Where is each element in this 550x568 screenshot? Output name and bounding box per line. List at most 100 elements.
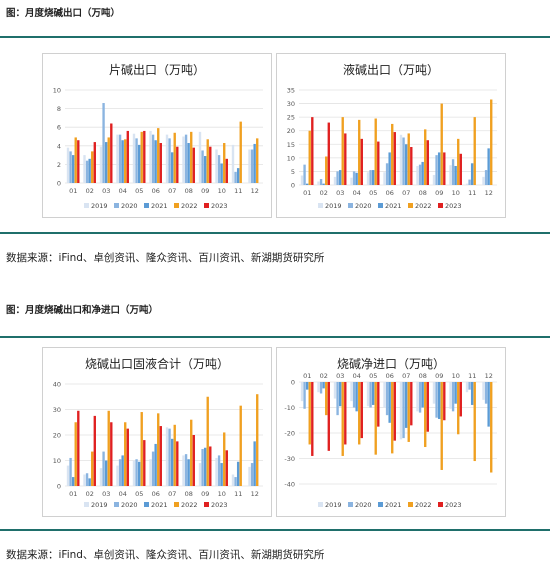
x-tick-label: 03: [336, 372, 344, 380]
legend-swatch-2022: [174, 203, 179, 208]
bar-2021-12: [487, 148, 490, 185]
bar-2020-05: [369, 382, 372, 408]
bar-2021-09: [437, 152, 441, 185]
bar-2020-12: [484, 382, 488, 404]
x-tick-label: 08: [185, 187, 193, 195]
legend-label-2019: 2019: [91, 202, 108, 210]
bar-2022-01: [74, 422, 77, 486]
legend-swatch-2023: [204, 502, 209, 507]
bar-2021-07: [170, 152, 174, 183]
chart-title: 液碱出口（万吨）: [343, 62, 439, 77]
y-tick-label: -10: [284, 404, 295, 412]
bar-2021-06: [154, 443, 157, 486]
legend-label-2020: 2020: [355, 501, 372, 509]
bar-2022-06: [391, 123, 394, 185]
y-tick-label: 2: [57, 161, 61, 169]
legend-label-2021: 2021: [151, 202, 168, 210]
figure-title-1: 图：月度烧碱出口（万吨）: [6, 8, 121, 19]
x-tick-label: 08: [419, 189, 427, 197]
bar-2021-09: [437, 382, 441, 419]
total-export-chart: 烧碱出口固液合计（万吨） 0 10 20 30 40 01 02 03 04 05 06 07 08 09 1…: [53, 356, 263, 509]
bar-2021-08: [187, 459, 190, 486]
legend-swatch-2019: [84, 203, 89, 208]
bar-2022-12: [490, 382, 493, 473]
bar-2019-01: [66, 147, 70, 183]
bar-2021-06: [388, 382, 391, 423]
data-source-2: 数据来源：iFind、卓创资讯、隆众资讯、百川资讯、新湖期货研究所: [6, 549, 325, 561]
legend-swatch-2022: [408, 502, 413, 507]
bar-2020-09: [435, 382, 438, 418]
x-tick-label: 04: [119, 187, 127, 195]
bar-2021-12: [253, 441, 256, 487]
bar-2019-07: [165, 134, 169, 183]
bar-2023-07: [176, 441, 179, 487]
x-tick-label: 11: [468, 372, 476, 380]
bar-2020-04: [352, 171, 356, 185]
bar-2020-07: [168, 428, 171, 487]
bar-2023-06: [393, 132, 396, 185]
x-tick-label: 10: [218, 187, 226, 195]
bar-2023-01: [311, 117, 314, 185]
x-tick-label: 01: [69, 187, 77, 195]
bar-2019-03: [333, 176, 337, 185]
bar-2020-04: [118, 134, 122, 183]
bar-2022-03: [107, 410, 110, 486]
bar-2023-10: [225, 450, 228, 486]
bar-2020-12: [250, 463, 254, 486]
bar-2021-03: [338, 170, 342, 185]
legend-label-2019: 2019: [91, 501, 108, 509]
bar-2022-05: [140, 131, 143, 183]
bar-2022-02: [91, 151, 94, 183]
bar-2019-09: [432, 382, 436, 404]
bar-2021-02: [88, 478, 91, 486]
bar-2020-10: [451, 382, 455, 412]
y-tick-label: 0: [57, 180, 61, 188]
x-tick-label: 09: [201, 187, 209, 195]
figure-title-2: 图：月度烧碱出口和净进口（万吨）: [6, 305, 159, 316]
bar-2023-01: [311, 382, 314, 456]
bar-2021-08: [421, 382, 424, 408]
bar-2023-08: [192, 435, 195, 486]
bar-2019-04: [116, 465, 119, 486]
bar-2021-05: [137, 461, 141, 486]
chart-panel-total: 烧碱出口固液合计（万吨） 0 10 20 30 40 01 02 03 04 05 06 07 08 09 1…: [42, 347, 272, 517]
bar-2022-12: [256, 394, 259, 486]
bar-2021-04: [355, 382, 358, 412]
x-tick-label: 11: [468, 189, 476, 197]
y-tick-label: 6: [57, 124, 61, 132]
bar-2019-06: [383, 172, 386, 185]
chart-title: 片碱出口（万吨）: [109, 63, 205, 77]
chart-title: 烧碱出口固液合计（万吨）: [85, 356, 229, 371]
bar-2020-06: [385, 163, 389, 185]
bar-2021-02: [322, 183, 325, 185]
bar-2020-03: [336, 171, 339, 185]
bar-2019-09: [198, 463, 202, 486]
bar-2019-11: [231, 474, 235, 486]
bar-2021-12: [253, 143, 256, 183]
bar-2020-08: [184, 454, 188, 487]
chart-title: 烧碱净进口（万吨）: [337, 357, 445, 371]
bar-2023-05: [377, 141, 380, 185]
bar-2019-02: [317, 382, 320, 393]
y-tick-label: 25: [287, 114, 295, 122]
bar-2020-05: [135, 459, 138, 486]
x-tick-label: 05: [135, 187, 143, 195]
bar-2021-05: [137, 144, 141, 183]
bar-2020-05: [135, 138, 138, 183]
bar-2023-10: [225, 158, 228, 183]
legend-label-2022: 2022: [415, 202, 432, 210]
x-tick-label: 05: [369, 189, 377, 197]
legend-swatch-2019: [318, 203, 323, 208]
legend-swatch-2020: [348, 502, 353, 507]
bar-2022-10: [223, 143, 226, 183]
bar-2020-08: [418, 164, 422, 185]
y-tick-label: 0: [291, 182, 295, 190]
x-tick-label: 12: [485, 189, 493, 197]
bar-2019-02: [83, 474, 86, 486]
bar-2023-06: [159, 143, 162, 183]
legend-swatch-2019: [318, 502, 323, 507]
y-tick-label: 10: [53, 87, 61, 95]
legend-swatch-2023: [204, 203, 209, 208]
bar-2019-01: [300, 382, 304, 402]
bar-2020-08: [184, 134, 188, 183]
